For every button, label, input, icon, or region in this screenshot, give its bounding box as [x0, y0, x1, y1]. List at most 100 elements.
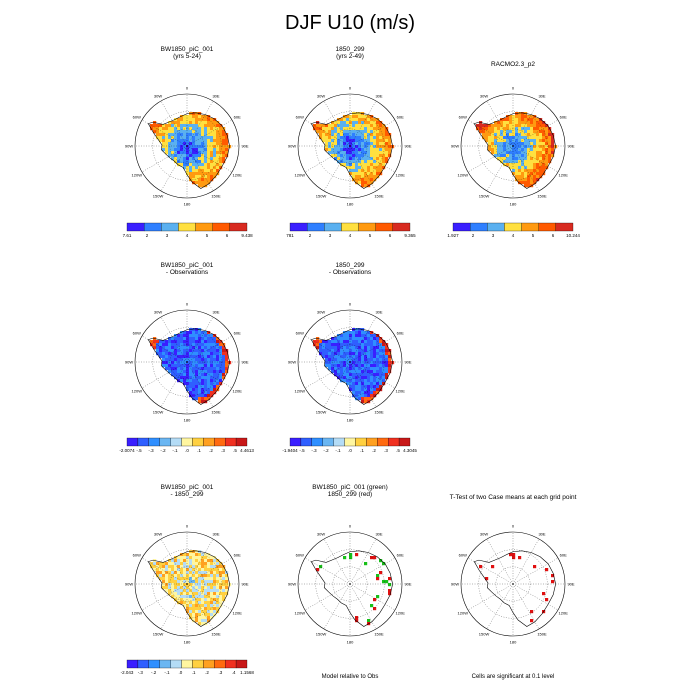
map-cell	[527, 115, 531, 119]
map-cell	[376, 142, 380, 146]
map-cell	[216, 340, 220, 344]
map-cell	[545, 568, 549, 572]
map-cell	[177, 370, 181, 374]
map-cell	[174, 361, 178, 365]
map-cell	[210, 586, 214, 590]
map-cell	[346, 346, 350, 350]
map-cell	[222, 151, 226, 155]
map-cell	[207, 118, 211, 122]
map-cell	[192, 376, 196, 380]
map-cell	[364, 127, 368, 131]
map-cell	[180, 124, 184, 128]
map-cell	[542, 148, 546, 152]
map-cell	[159, 562, 163, 566]
longitude-label: 150E	[537, 194, 547, 199]
map-cell	[222, 373, 226, 377]
map-cell	[322, 352, 326, 356]
map-cell	[174, 136, 178, 140]
map-cell	[385, 160, 389, 164]
map-cell	[376, 175, 380, 179]
map-cell	[171, 136, 175, 140]
map-cell	[376, 388, 380, 392]
map-cell	[180, 586, 184, 590]
map-cell	[346, 364, 350, 368]
longitude-label: 120E	[396, 173, 406, 178]
map-cell	[527, 139, 531, 143]
map-cell	[198, 400, 202, 404]
map-cell	[171, 346, 175, 350]
colorbar-swatch	[235, 659, 248, 669]
longitude-label: 60W	[133, 115, 141, 120]
map-cell	[189, 358, 193, 362]
map-cell	[521, 175, 525, 179]
map-cell	[367, 166, 371, 170]
map-cell	[198, 601, 202, 605]
map-cell	[174, 334, 178, 338]
map-cell	[491, 142, 495, 146]
map-cell	[219, 130, 223, 134]
map-cell	[382, 343, 386, 347]
map-cell	[159, 127, 163, 131]
colorbar-tick-label: -1.9404	[282, 448, 298, 453]
map-cell	[201, 340, 205, 344]
map-cell	[204, 352, 208, 356]
map-cell	[207, 352, 211, 356]
map-cell	[382, 166, 386, 170]
map-cell	[512, 169, 516, 173]
map-cell	[500, 136, 504, 140]
map-cell	[542, 127, 546, 131]
meridian-line	[349, 361, 396, 389]
map-cell	[198, 181, 202, 185]
map-cell	[524, 160, 528, 164]
map-cell	[168, 139, 172, 143]
map-cell	[195, 604, 199, 608]
colorbar-tick-label: .5	[396, 448, 400, 453]
map-cell	[201, 139, 205, 143]
map-cell	[225, 364, 229, 368]
map-cell	[201, 385, 205, 389]
map-cell	[382, 358, 386, 362]
map-cell	[512, 118, 516, 122]
meridian-line	[349, 557, 396, 585]
map-cell	[367, 115, 371, 119]
map-cell	[210, 592, 214, 596]
map-cell	[180, 571, 184, 575]
map-cell	[189, 352, 193, 356]
longitude-label: 30W	[480, 531, 488, 536]
map-cell	[536, 130, 540, 134]
map-cell	[349, 166, 353, 170]
longitude-label: 0	[512, 524, 515, 529]
map-cell	[524, 121, 528, 125]
map-cell	[539, 154, 543, 158]
map-cell	[337, 142, 341, 146]
map-cell	[343, 358, 347, 362]
map-cell	[376, 343, 380, 347]
map-cell	[388, 364, 392, 368]
map-cell	[177, 589, 181, 593]
map-cell	[219, 139, 223, 143]
map-cell	[216, 154, 220, 158]
map-cell	[373, 121, 377, 125]
map-cell	[343, 163, 347, 167]
latitude-circle	[315, 549, 385, 619]
map-cell	[192, 115, 196, 119]
map-cell	[216, 568, 220, 572]
map-cell	[343, 349, 347, 353]
map-cell	[551, 139, 555, 143]
map-cell	[488, 142, 492, 146]
map-cell	[180, 346, 184, 350]
map-cell	[216, 361, 220, 365]
map-cell	[210, 376, 214, 380]
map-cell	[162, 577, 166, 581]
map-cell	[515, 166, 519, 170]
map-cell	[213, 598, 217, 602]
map-cell	[183, 355, 187, 359]
map-cell	[367, 337, 371, 341]
map-cell	[334, 124, 338, 128]
map-cell	[174, 574, 178, 578]
map-cell	[198, 334, 202, 338]
map-cell	[370, 379, 374, 383]
map-cell	[328, 124, 332, 128]
map-cell	[219, 379, 223, 383]
map-cell	[204, 586, 208, 590]
